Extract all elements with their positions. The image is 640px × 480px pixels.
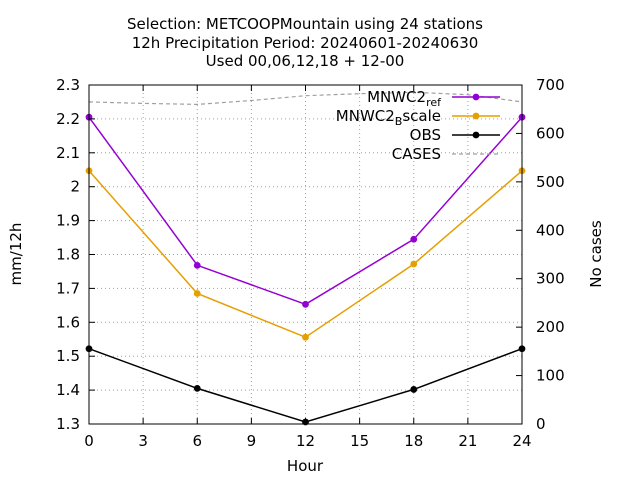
legend-marker-mnwc2bscale	[472, 112, 480, 120]
y2-axis-label: No cases	[587, 220, 605, 288]
legend-entry-mnwc2bscale: MNWC2Bscale	[336, 107, 500, 128]
y-tick-label: 1.8	[56, 246, 80, 264]
y-tick-label: 1.7	[56, 279, 80, 297]
series-cases	[88, 91, 523, 106]
x-tick-label: 0	[84, 432, 94, 450]
data-point-mnwc2bscale	[302, 333, 309, 341]
series-mnwc2ref	[85, 113, 526, 308]
data-point-mnwc2ref	[302, 300, 309, 308]
title-line-2: 12h Precipitation Period: 20240601-20240…	[132, 34, 479, 52]
title-line-3: Used 00,06,12,18 + 12-00	[206, 52, 405, 70]
x-tick-label: 15	[350, 432, 369, 450]
x-axis-label: Hour	[287, 457, 324, 475]
x-tick-label: 3	[138, 432, 148, 450]
chart-title: Selection: METCOOPMountain using 24 stat…	[127, 15, 483, 70]
axis-ticks: 1.3 1.4 1.5 1.6 1.7 1.8 1.9 2 2.1 2.2 2.3 0 3 6 9 12 15 1…	[56, 76, 565, 450]
legend-label-obs: OBS	[410, 126, 441, 144]
y-tick-label: 2.1	[56, 144, 80, 162]
y-axis-label: mm/12h	[7, 223, 25, 286]
legend-marker-obs	[472, 131, 480, 139]
y-tick-label: 1.5	[56, 347, 80, 365]
x-tick-label: 24	[512, 432, 531, 450]
x-tick-label: 9	[247, 432, 257, 450]
data-point-obs	[410, 386, 418, 393]
y-tick-label: 2	[70, 178, 80, 196]
legend-label-mnwc2ref: MNWC2ref	[367, 88, 442, 109]
x-tick-label: 6	[192, 432, 202, 450]
y2-tick-label: 100	[536, 367, 565, 385]
legend-entry-obs: OBS	[410, 126, 500, 144]
y2-tick-label: 0	[536, 415, 546, 433]
data-point-mnwc2bscale	[410, 260, 418, 268]
y2-tick-label: 600	[536, 124, 565, 142]
data-point-mnwc2ref	[193, 261, 201, 269]
series-layer	[85, 91, 526, 426]
data-point-obs	[193, 385, 201, 392]
series-line-cases	[88, 91, 523, 106]
y-tick-label: 2.2	[56, 110, 80, 128]
y2-tick-label: 200	[536, 318, 565, 336]
y2-tick-label: 400	[536, 221, 565, 239]
y-tick-label: 1.4	[56, 381, 80, 399]
y-tick-label: 2.3	[56, 76, 80, 94]
title-line-1: Selection: METCOOPMountain using 24 stat…	[127, 15, 483, 33]
grid	[89, 85, 522, 424]
data-point-mnwc2ref	[410, 235, 418, 243]
legend-label-cases: CASES	[392, 145, 441, 163]
legend-entry-mnwc2ref: MNWC2ref	[367, 88, 500, 109]
x-tick-label: 18	[404, 432, 423, 450]
y-tick-label: 1.9	[56, 212, 80, 230]
series-mnwc2bscale	[85, 167, 526, 341]
legend-label-mnwc2bscale: MNWC2Bscale	[336, 107, 441, 128]
legend-marker-mnwc2ref	[472, 93, 480, 101]
y2-tick-label: 700	[536, 76, 565, 94]
legend-entry-cases: CASES	[392, 145, 500, 163]
y2-tick-label: 500	[536, 173, 565, 191]
y-tick-label: 1.6	[56, 313, 80, 331]
x-tick-label: 12	[296, 432, 315, 450]
data-point-mnwc2bscale	[193, 290, 201, 297]
y2-tick-label: 300	[536, 270, 565, 288]
y-tick-label: 1.3	[56, 415, 80, 433]
x-tick-label: 21	[458, 432, 477, 450]
